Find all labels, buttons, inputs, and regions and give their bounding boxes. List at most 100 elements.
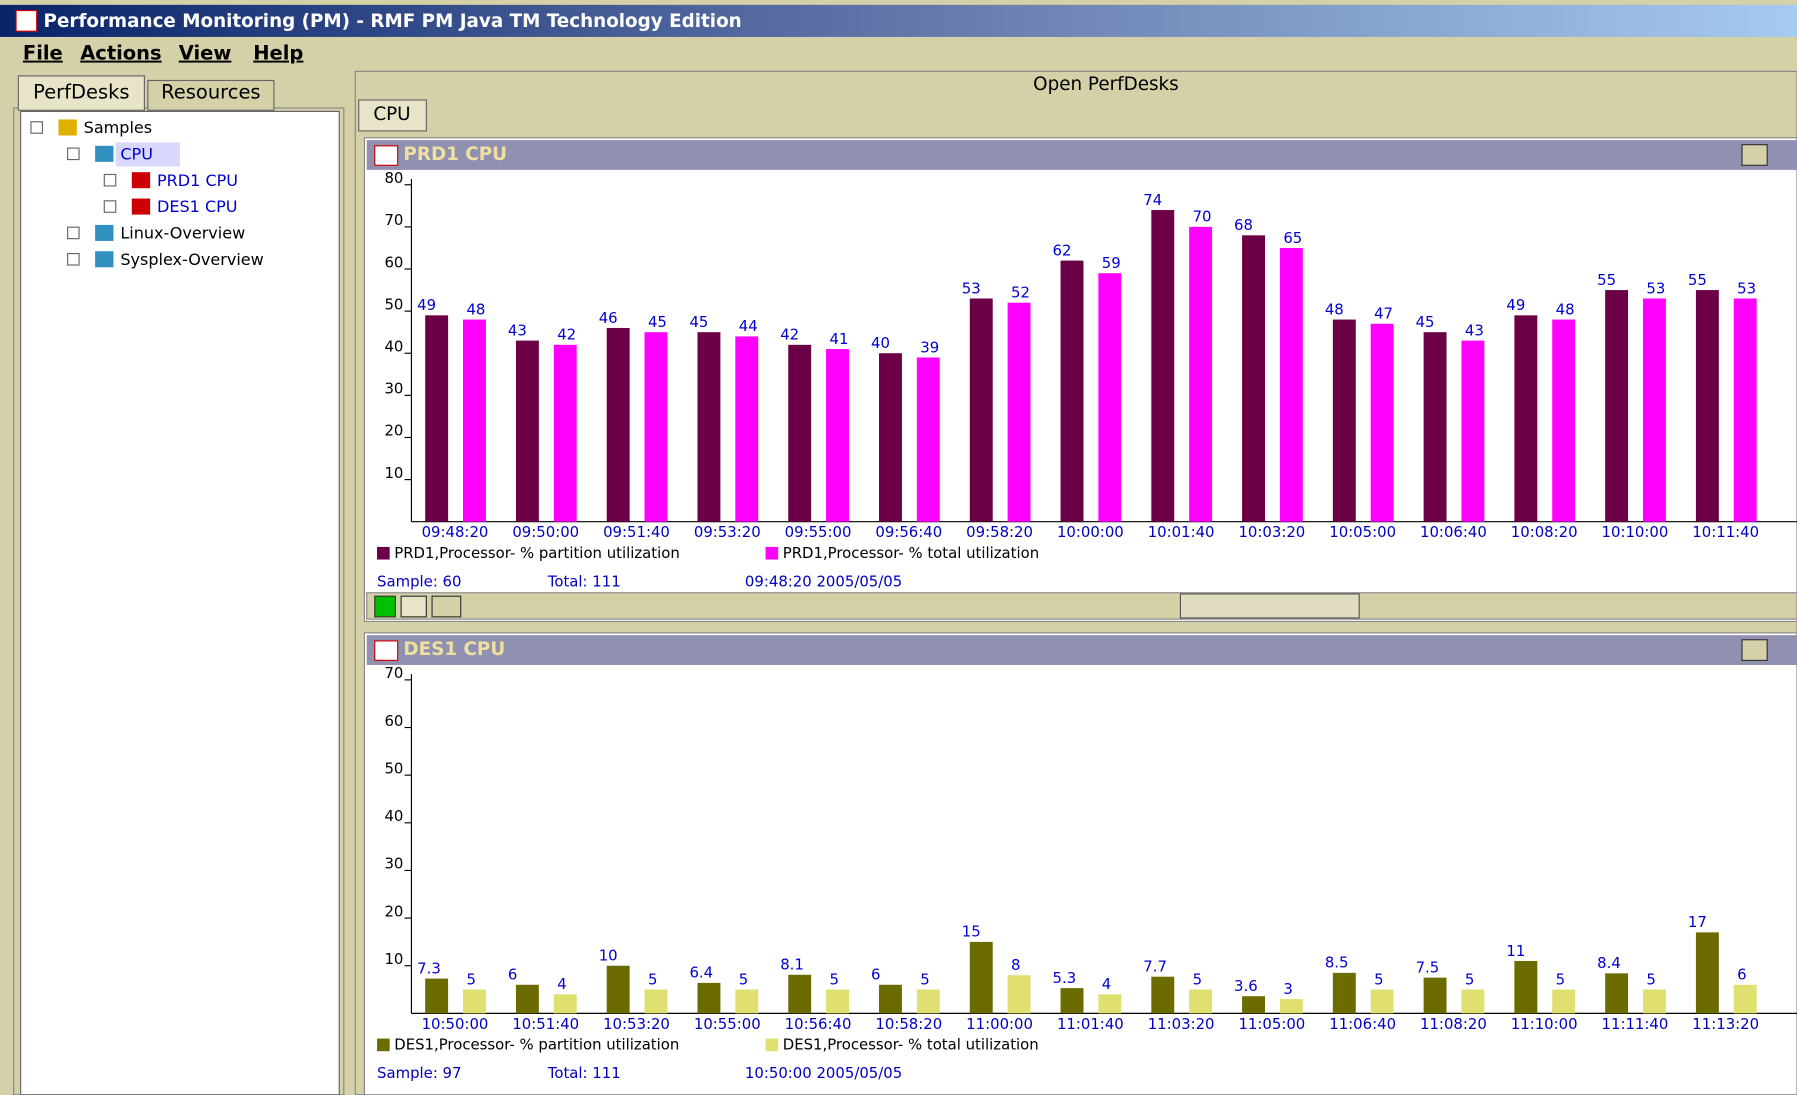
value-label: 43 [508, 321, 527, 339]
bar [1332, 972, 1356, 1014]
bar [1332, 319, 1356, 522]
tree-label[interactable]: Linux-Overview [120, 224, 245, 243]
sidebar-tabs: PerfDesks Resources [17, 75, 275, 111]
bar [916, 989, 940, 1014]
tree-label[interactable]: Sysplex-Overview [120, 250, 263, 269]
value-label: 3.6 [1234, 977, 1258, 995]
value-label: 47 [1374, 305, 1393, 323]
tree-toggle[interactable] [67, 252, 80, 266]
bar [969, 298, 993, 522]
chart-frame: PRD1 CPU 10 20 30 40 50 60 70 80 09:48:20 49 48 09:5… [363, 137, 1797, 622]
tree-label[interactable]: DES1 CPU [157, 197, 238, 216]
y-tick-label: 30 [384, 380, 403, 398]
value-label: 5 [648, 970, 657, 988]
menu-item[interactable]: File [23, 42, 63, 65]
menu-item[interactable]: Actions [80, 42, 161, 65]
value-label: 53 [962, 279, 981, 297]
tree-toggle[interactable] [67, 226, 80, 240]
tab-label[interactable]: CPU [373, 104, 410, 125]
value-label: 40 [871, 334, 890, 352]
x-tick-label: 11:08:20 [1420, 1015, 1487, 1033]
bar [425, 315, 449, 522]
bar [916, 357, 940, 522]
value-label: 7.3 [417, 959, 441, 977]
bar [788, 974, 812, 1014]
scroll-left[interactable] [431, 595, 462, 618]
bar [1423, 977, 1447, 1014]
bar [1370, 323, 1394, 522]
menu-item[interactable]: View [179, 42, 232, 65]
bar [1733, 984, 1757, 1014]
minimize-button[interactable] [1741, 639, 1768, 661]
y-tick-label: 40 [384, 807, 403, 825]
value-label: 5 [1465, 970, 1474, 988]
tree-toggle[interactable] [67, 147, 80, 161]
minimize-button[interactable] [1741, 144, 1768, 166]
chart-button[interactable] [400, 595, 427, 618]
sidebar-tab-label[interactable]: Resources [161, 81, 260, 104]
tree-toggle[interactable] [30, 121, 43, 134]
status-total: Total: 111 [547, 572, 621, 590]
y-tick-label: 20 [384, 422, 403, 440]
value-label: 8.5 [1325, 954, 1349, 972]
tab[interactable] [358, 99, 427, 132]
tree-icon [95, 224, 114, 241]
tree-toggle[interactable] [103, 200, 117, 213]
x-tick-label: 09:55:00 [785, 523, 852, 541]
tree-toggle[interactable] [103, 173, 117, 187]
value-label: 5.3 [1053, 969, 1077, 987]
value-label: 4 [557, 975, 566, 993]
sidebar-tab[interactable] [17, 75, 145, 111]
value-label: 44 [739, 317, 758, 335]
value-label: 45 [1416, 313, 1435, 331]
bar [1514, 960, 1538, 1014]
bar [1514, 315, 1538, 522]
bar [463, 319, 486, 522]
bar [969, 941, 993, 1014]
x-tick-label: 11:05:00 [1238, 1015, 1305, 1033]
bar [1461, 989, 1485, 1014]
x-tick-label: 09:58:20 [966, 523, 1033, 541]
menu-bar: File Actions View Help [23, 42, 304, 65]
bar [1007, 975, 1031, 1014]
value-label: 17 [1688, 913, 1707, 931]
bar [1189, 989, 1213, 1014]
bar [425, 978, 449, 1014]
bar [1695, 932, 1719, 1014]
x-tick-label: 10:03:20 [1238, 523, 1305, 541]
bar [879, 353, 902, 522]
bar [879, 984, 902, 1014]
value-label: 5 [1556, 970, 1565, 988]
bar [553, 344, 577, 522]
tree-label[interactable]: PRD1 CPU [157, 171, 238, 190]
menu-item[interactable]: Help [253, 42, 303, 65]
scroll-thumb[interactable] [1179, 593, 1360, 619]
value-label: 49 [1506, 296, 1525, 314]
tree-label[interactable]: CPU [120, 144, 153, 163]
bar [1060, 988, 1084, 1014]
value-label: 74 [1143, 191, 1162, 209]
value-label: 39 [920, 338, 939, 356]
value-label: 62 [1053, 241, 1072, 259]
y-tick-label: 70 [384, 664, 403, 682]
tree-icon [58, 119, 77, 136]
sidebar-tab[interactable] [147, 79, 275, 111]
chart-title-bar [366, 635, 1797, 665]
tree-label[interactable]: Samples [84, 118, 152, 137]
bar [826, 349, 849, 522]
legend-label: PRD1,Processor- % total utilization [783, 544, 1039, 562]
sidebar-tab-label[interactable]: PerfDesks [33, 81, 129, 104]
chart-window [363, 632, 1797, 1095]
bar [1552, 319, 1576, 522]
value-label: 53 [1737, 279, 1756, 297]
bar [1642, 989, 1666, 1014]
value-label: 45 [689, 313, 708, 331]
bar [515, 340, 539, 522]
start-button[interactable] [374, 595, 396, 618]
value-label: 53 [1646, 279, 1665, 297]
bar [1189, 226, 1213, 522]
value-label: 6 [871, 966, 880, 984]
